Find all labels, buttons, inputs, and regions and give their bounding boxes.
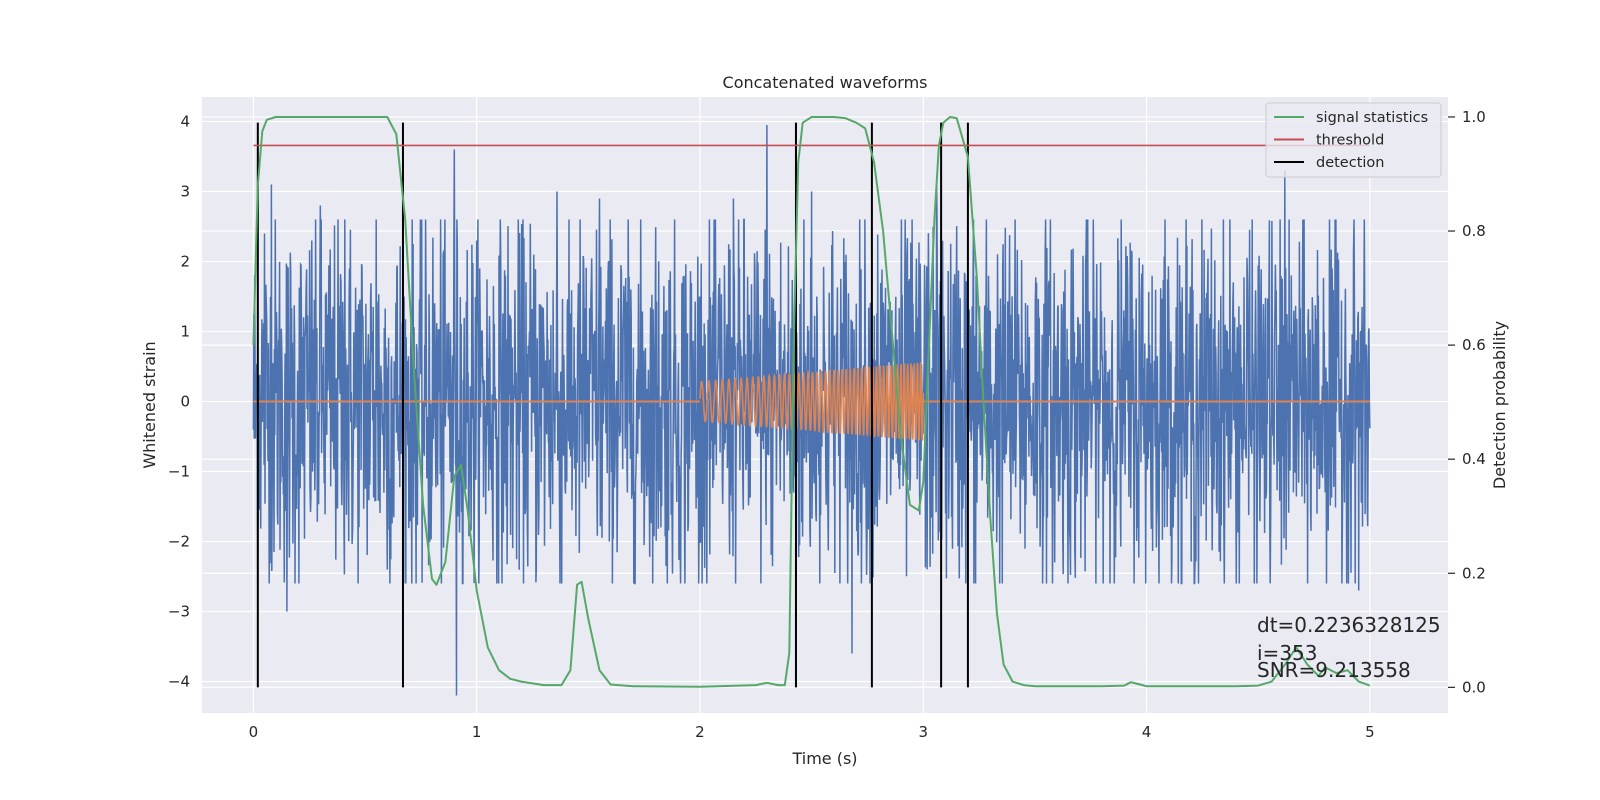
y-tick-label-right: 0.8 bbox=[1462, 222, 1486, 240]
x-tick-label: 3 bbox=[918, 723, 928, 741]
annotation-text: i=353 bbox=[1257, 641, 1318, 665]
y-tick-label-right: 0.6 bbox=[1462, 336, 1486, 354]
y-tick-label-left: 0 bbox=[180, 393, 190, 411]
y-tick-label-left: −4 bbox=[168, 673, 190, 691]
y-tick-label-left: 1 bbox=[180, 323, 190, 341]
y-tick-label-right: 1.0 bbox=[1462, 108, 1486, 126]
y-tick-label-left: 4 bbox=[180, 113, 190, 131]
chirp-line bbox=[699, 361, 925, 441]
chart-title: Concatenated waveforms bbox=[723, 73, 928, 92]
legend-box bbox=[1265, 102, 1442, 178]
legend: signal statistics threshold detection bbox=[1265, 102, 1442, 178]
y-tick-label-left: −1 bbox=[168, 463, 190, 481]
x-tick-label: 4 bbox=[1142, 723, 1152, 741]
y-tick-label-right: 0.2 bbox=[1462, 564, 1486, 582]
y-tick-label-right: 0.4 bbox=[1462, 450, 1486, 468]
axis-ticks: 0 1 2 3 4 5 4 3 2 1 0 −1 −2 −3 −4 1.0 0.8 0.6 0.4 0.2 0.0 bbox=[168, 108, 1486, 741]
x-axis-label: Time (s) bbox=[791, 749, 857, 768]
y-tick-label-left: 3 bbox=[180, 183, 190, 201]
x-tick-label: 2 bbox=[695, 723, 705, 741]
legend-label: detection bbox=[1316, 155, 1384, 171]
signal-statistics-line bbox=[252, 116, 1371, 688]
probability-series bbox=[252, 116, 1371, 688]
y-axis-label-left: Whitened strain bbox=[140, 341, 159, 468]
y-tick-label-left: −2 bbox=[168, 533, 190, 551]
y-tick-label-left: −3 bbox=[168, 603, 190, 621]
x-tick-label: 5 bbox=[1365, 723, 1375, 741]
annotation-text: dt=0.2236328125 bbox=[1257, 613, 1441, 637]
noise-series bbox=[252, 124, 1371, 696]
legend-label: signal statistics bbox=[1316, 110, 1428, 126]
noise-line bbox=[252, 124, 1371, 696]
legend-label: threshold bbox=[1316, 133, 1384, 149]
x-tick-label: 1 bbox=[472, 723, 482, 741]
annotation-text: SNR=9.213558 bbox=[1257, 658, 1411, 682]
y-axis-label-right: Detection probability bbox=[1490, 321, 1509, 489]
y-tick-label-right: 0.0 bbox=[1462, 678, 1486, 696]
x-tick-label: 0 bbox=[249, 723, 259, 741]
y-tick-label-left: 2 bbox=[180, 253, 190, 271]
chirp-series bbox=[253, 361, 1370, 441]
